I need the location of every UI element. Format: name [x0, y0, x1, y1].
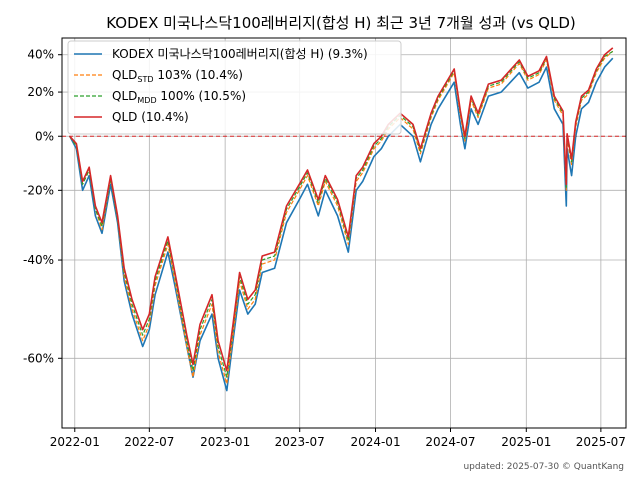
legend: KODEX 미국나스닥100레버리지(합성 H) (9.3%)QLDSTD 10…: [67, 40, 402, 135]
legend-series-value: (10.4%): [137, 110, 188, 124]
x-tick-label: 2024-01: [350, 435, 400, 449]
legend-label-4: QLD (10.4%): [112, 110, 189, 124]
footer-note: updated: 2025-07-30 © QuantKang: [463, 462, 624, 472]
x-tick-label: 2024-07: [425, 435, 475, 449]
x-tick-label: 2025-07: [576, 435, 626, 449]
legend-box: [67, 40, 402, 135]
legend-label-2: QLDSTD 103% (10.4%): [112, 68, 243, 84]
legend-label-3: QLDMDD 100% (10.5%): [112, 89, 246, 105]
legend-series-name: QLD: [112, 89, 137, 103]
x-tick-label: 2025-01: [501, 435, 551, 449]
legend-series-subscript: STD: [137, 75, 153, 84]
series-line-1: [69, 57, 614, 392]
chart-title: KODEX 미국나스닥100레버리지(합성 H) 최근 3년 7개월 성과 (v…: [106, 14, 575, 32]
series-lines: [69, 47, 614, 392]
x-tick-label: 2023-07: [275, 435, 325, 449]
legend-series-subscript: MDD: [137, 96, 156, 105]
legend-series-name: QLD: [112, 68, 137, 82]
y-tick-label: 0%: [35, 129, 54, 143]
y-tick-label: -40%: [23, 253, 54, 267]
y-tick-label: -20%: [23, 183, 54, 197]
y-tick-label: 40%: [27, 48, 54, 62]
y-tick-label: -60%: [23, 351, 54, 365]
legend-series-name: KODEX 미국나스닥100레버리지(합성 H): [112, 47, 324, 61]
x-tick-label: 2022-07: [124, 435, 174, 449]
series-line-4: [69, 47, 614, 372]
legend-label-1: KODEX 미국나스닥100레버리지(합성 H) (9.3%): [112, 47, 368, 61]
legend-series-value: 100% (10.5%): [157, 89, 246, 103]
x-tick-label: 2022-01: [50, 435, 100, 449]
legend-series-value: (9.3%): [324, 47, 368, 61]
x-tick-label: 2023-01: [200, 435, 250, 449]
y-axis-ticks: 40% 20% 0% -20% -40% -60%: [23, 48, 62, 365]
plot-frame: [61, 37, 627, 429]
legend-series-name: QLD: [112, 110, 137, 124]
y-tick-label: 20%: [27, 85, 54, 99]
legend-series-value: 103% (10.4%): [154, 68, 243, 82]
x-axis-ticks: 2022-01 2022-07 2023-01 2023-07 2024-01 2024-…: [50, 428, 626, 449]
